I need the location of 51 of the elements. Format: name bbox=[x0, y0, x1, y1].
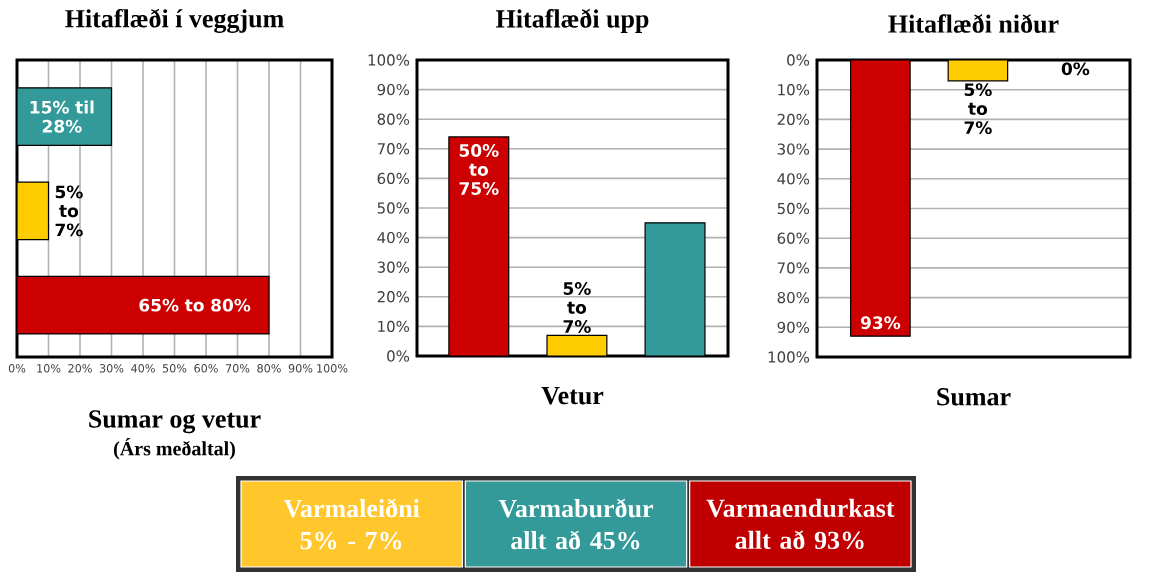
y-tick-label: 20% bbox=[377, 291, 410, 303]
y-tick-label: 60% bbox=[777, 232, 810, 244]
y-tick-label: 60% bbox=[377, 172, 410, 185]
x-tick-label: 100% bbox=[317, 364, 348, 373]
x-tick-label: 40% bbox=[131, 364, 155, 373]
data-label: 93% bbox=[860, 316, 901, 330]
data-label: 0% bbox=[1061, 62, 1090, 76]
y-tick-label: 70% bbox=[377, 143, 410, 155]
x-tick-label: 60% bbox=[194, 364, 218, 373]
category-label: Varmaburður allt að 45% bbox=[498, 498, 653, 550]
y-tick-label: 100% bbox=[768, 351, 810, 363]
y-tick-label: 50% bbox=[377, 202, 410, 214]
annotation: 5% to 7% bbox=[964, 83, 992, 135]
y-tick-label: 10% bbox=[778, 84, 810, 96]
x-tick-label: 90% bbox=[288, 364, 313, 373]
x-tick-label: 10% bbox=[37, 364, 61, 373]
category-label: Varmaleiðni 5% - 7% bbox=[283, 498, 420, 550]
y-tick-label: 30% bbox=[777, 143, 810, 155]
y-tick-label: 90% bbox=[377, 83, 410, 96]
annotation: 65% to 80% bbox=[139, 298, 251, 312]
y-tick-label: 100% bbox=[368, 54, 410, 66]
y-tick-label: 80% bbox=[777, 291, 810, 304]
annotation: 50% to 75% bbox=[459, 144, 499, 195]
x-axis-title: Vetur bbox=[541, 387, 604, 405]
y-tick-label: 0% bbox=[787, 54, 810, 66]
x-tick-label: 30% bbox=[99, 364, 124, 373]
annotation: 5% to 7% bbox=[55, 185, 83, 237]
x-tick-label: 20% bbox=[68, 364, 92, 373]
y-tick-label: 70% bbox=[777, 262, 810, 274]
chart-title: Hitaflæði upp bbox=[496, 8, 649, 33]
annotation: 5% to 7% bbox=[563, 282, 591, 333]
y-tick-label: 40% bbox=[777, 173, 810, 185]
x-tick-label: 80% bbox=[257, 364, 281, 373]
chart-title: Hitaflæði í veggjum bbox=[65, 8, 284, 33]
y-tick-label: 40% bbox=[377, 231, 410, 244]
y-tick-label: 80% bbox=[377, 113, 410, 125]
x-axis-title: Sumar bbox=[937, 388, 1011, 406]
y-tick-label: 90% bbox=[777, 321, 810, 333]
y-tick-label: 20% bbox=[777, 113, 810, 126]
x-tick-label: 70% bbox=[225, 364, 250, 373]
category-label: Varmaendurkast allt að 93% bbox=[706, 498, 895, 550]
y-tick-label: 50% bbox=[777, 202, 810, 215]
y-tick-label: 10% bbox=[378, 320, 410, 333]
x-axis-title: Sumar og vetur bbox=[89, 410, 261, 434]
annotation: 15% til 28% bbox=[30, 100, 94, 133]
x-tick-label: 0% bbox=[8, 364, 26, 373]
y-tick-label: 0% bbox=[387, 350, 410, 362]
y-tick-label: 30% bbox=[377, 261, 410, 273]
text: (Árs meðaltal) bbox=[114, 438, 235, 460]
chart-title: Hitaflæði niður bbox=[888, 14, 1059, 33]
x-tick-label: 50% bbox=[162, 364, 187, 373]
